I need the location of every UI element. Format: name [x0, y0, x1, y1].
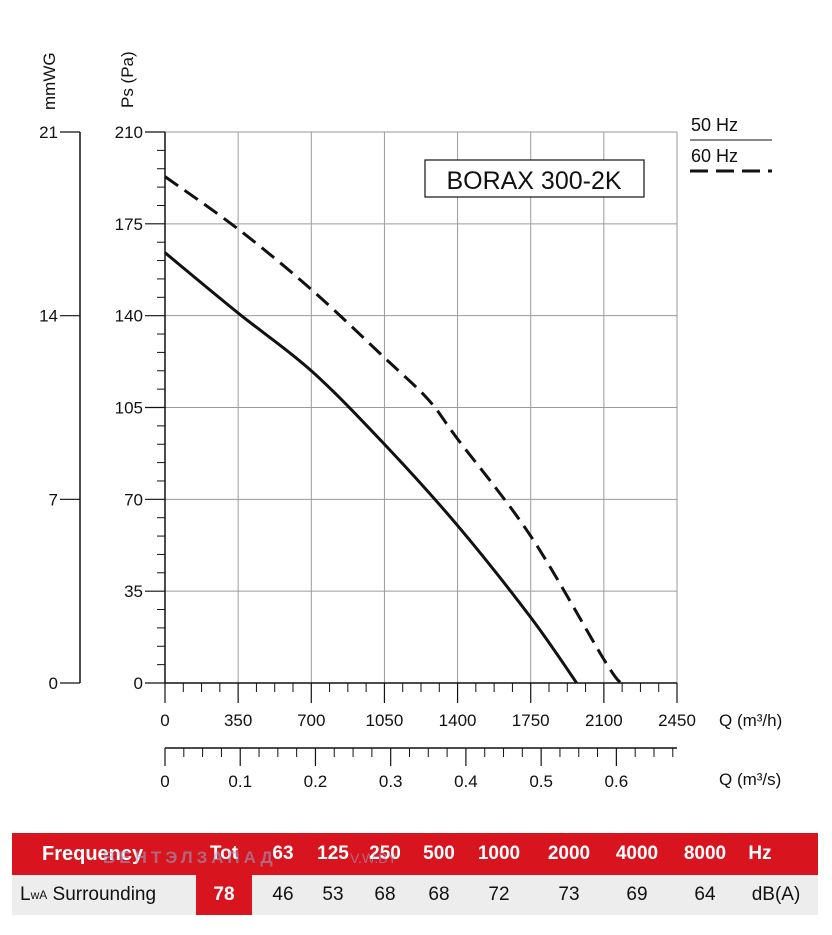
- header-band-125: 125: [317, 843, 349, 864]
- chart-title-box: [424, 159, 645, 198]
- header-band-8000: 8000: [683, 843, 727, 864]
- legend-label-50hz: 50 Hz: [691, 115, 738, 135]
- row-value-500: 68: [428, 884, 450, 905]
- x-axis-label-m3h: Q (m³/h): [719, 711, 782, 730]
- x-tick-label: 1050: [366, 711, 404, 730]
- x2-tick-label: 0.1: [228, 772, 252, 791]
- row-unit-dba: dB(A): [751, 884, 801, 905]
- header-band-500: 500: [423, 843, 455, 864]
- header-band-1000: 1000: [477, 843, 521, 864]
- y-axis-label-pa: Ps (Pa): [118, 51, 137, 108]
- x2-tick-label: 0.2: [304, 772, 328, 791]
- y-tick-label: 0: [134, 674, 143, 693]
- y-tick-label: 210: [115, 123, 143, 142]
- header-band-250: 250: [369, 843, 401, 864]
- x-axis-m3h: 0 350 700 1050 1400 1750 2100 2450: [160, 683, 696, 730]
- header-unit-hz: Hz: [748, 843, 772, 864]
- row-label-sub: wA: [30, 888, 48, 902]
- x2-tick-label: 0.6: [605, 772, 629, 791]
- header-band-4000: 4000: [615, 843, 659, 864]
- row-tot-value: 78: [196, 875, 252, 915]
- header-frequency: Frequency: [42, 842, 144, 865]
- header-tot: Tot: [209, 843, 239, 864]
- y-tick-label: 175: [115, 215, 143, 234]
- fan-performance-chart: 0 35 70 105 140 175 210 0 7 14 21 0 350 700 1050 1400…: [39, 51, 782, 791]
- y-tick-label: 105: [115, 399, 143, 418]
- table-header-row: Frequency Tot 63 125 250 500 1000 2000 4…: [12, 833, 818, 875]
- y2-tick-label: 7: [49, 490, 58, 509]
- row-value-63: 46: [272, 884, 294, 905]
- row-label-rest: Surrounding: [47, 884, 157, 905]
- x-tick-label: 2100: [585, 711, 623, 730]
- x2-tick-label: 0.3: [379, 772, 403, 791]
- x-tick-label: 1750: [512, 711, 550, 730]
- header-band-63: 63: [272, 843, 294, 864]
- series-lines: [164, 175, 622, 684]
- y-axis-pa: 0 35 70 105 140 175 210: [115, 123, 165, 693]
- x2-tick-label: 0.4: [454, 772, 478, 791]
- y2-tick-label: 14: [39, 307, 58, 326]
- row-value-1000: 72: [488, 884, 510, 905]
- row-value-250: 68: [374, 884, 396, 905]
- chart-title: BORAX 300-2K: [446, 167, 621, 195]
- y-axis-mmwg: 0 7 14 21: [39, 123, 81, 693]
- x-tick-label: 2450: [658, 711, 696, 730]
- y-axis-label-mmwg: mmWG: [40, 52, 59, 110]
- row-label-l: L: [20, 884, 31, 905]
- x2-tick-label: 0: [160, 772, 169, 791]
- legend-label-60hz: 60 Hz: [691, 146, 738, 166]
- chart-grid: [165, 131, 678, 683]
- x-tick-label: 350: [224, 711, 252, 730]
- row-value-8000: 64: [694, 884, 716, 905]
- header-band-2000: 2000: [547, 843, 591, 864]
- x-tick-label: 1400: [439, 711, 477, 730]
- y-tick-label: 70: [124, 490, 143, 509]
- x-tick-label: 700: [297, 711, 325, 730]
- row-value-125: 53: [322, 884, 344, 905]
- x-tick-label: 0: [160, 711, 169, 730]
- y2-tick-label: 0: [49, 674, 58, 693]
- y2-tick-label: 21: [39, 123, 58, 142]
- x2-tick-label: 0.5: [529, 772, 553, 791]
- y-tick-label: 140: [115, 307, 143, 326]
- y-tick-label: 35: [124, 582, 143, 601]
- row-value-2000: 73: [558, 884, 580, 905]
- x-axis-label-m3s: Q (m³/s): [719, 770, 781, 789]
- row-value-4000: 69: [626, 884, 648, 905]
- legend: 50 Hz 60 Hz: [690, 115, 772, 173]
- series-line-50hz: [164, 251, 578, 684]
- x-axis-m3s: 0 0.1 0.2 0.3 0.4 0.5 0.6: [160, 747, 677, 791]
- series-line-60hz: [164, 175, 622, 684]
